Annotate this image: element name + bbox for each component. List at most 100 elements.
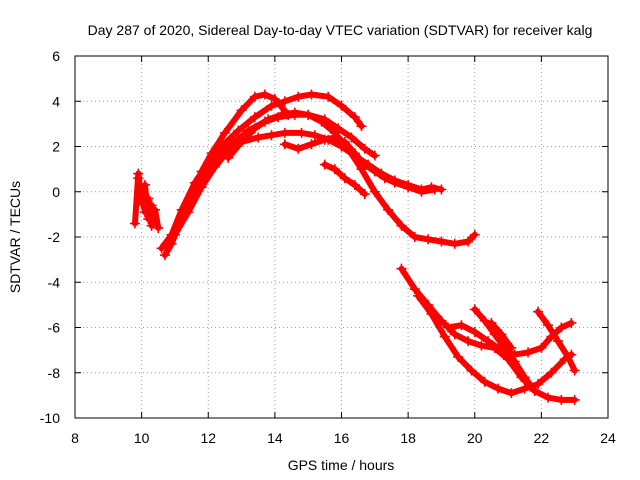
data-point-marker [469, 304, 480, 315]
data-point-marker [519, 372, 530, 383]
data-point-marker [259, 89, 270, 100]
data-point-marker [349, 112, 360, 123]
data-point-marker [416, 186, 427, 197]
data-point-marker [479, 315, 490, 326]
ticks [74, 55, 609, 419]
y-tick-label: -2 [48, 229, 61, 245]
data-point-marker [356, 121, 367, 132]
data-point-marker [339, 173, 350, 184]
series-layer [129, 89, 580, 405]
data-point-marker [396, 220, 407, 231]
data-point-marker [319, 134, 330, 145]
data-point-marker [413, 290, 424, 301]
data-point-marker [263, 114, 274, 125]
data-point-marker [563, 351, 574, 362]
data-point-marker [389, 177, 400, 188]
data-point-marker [486, 317, 497, 328]
data-point-marker [443, 322, 454, 333]
series-track-8 [279, 132, 440, 197]
data-point-marker [266, 130, 277, 141]
data-point-marker [309, 130, 320, 141]
data-point-marker [183, 207, 194, 218]
data-point-marker [469, 229, 480, 240]
data-point-marker [163, 236, 174, 247]
x-tick-label: 22 [534, 430, 550, 446]
data-point-marker [293, 143, 304, 154]
data-point-marker [506, 388, 517, 399]
series-track-13 [469, 304, 540, 396]
data-point-marker [546, 367, 557, 378]
data-point-marker [329, 132, 340, 143]
data-point-marker [359, 189, 370, 200]
data-point-marker [133, 173, 144, 184]
data-point-marker [536, 342, 547, 353]
data-point-marker [129, 218, 140, 229]
data-point-marker [169, 229, 180, 240]
data-point-marker [323, 91, 334, 102]
y-tick-label: 4 [52, 93, 60, 109]
data-point-marker [569, 365, 580, 376]
data-point-marker [249, 91, 260, 102]
data-point-marker [143, 193, 154, 204]
data-point-marker [379, 173, 390, 184]
data-point-marker [306, 139, 317, 150]
data-point-marker [149, 204, 160, 215]
x-tick-label: 16 [334, 430, 350, 446]
data-point-marker [319, 159, 330, 170]
data-point-marker [506, 342, 517, 353]
data-point-marker [316, 116, 327, 127]
data-point-marker [436, 236, 447, 247]
data-point-marker [369, 166, 380, 177]
data-point-marker [276, 109, 287, 120]
data-point-marker [139, 207, 150, 218]
data-point-marker [279, 96, 290, 107]
data-point-marker [329, 164, 340, 175]
y-axis-label: SDTVAR / TECUs [7, 181, 23, 293]
data-point-marker [349, 148, 360, 159]
data-point-marker [543, 320, 554, 331]
data-point-marker [383, 204, 394, 215]
x-tick-labels: 8 10 12 14 16 18 20 22 24 [71, 430, 616, 446]
y-tick-labels: -10 -8 -6 -4 -2 0 2 4 6 [40, 48, 60, 426]
data-point-marker [509, 356, 520, 367]
x-tick-label: 20 [467, 430, 483, 446]
series-track-11 [413, 290, 577, 399]
data-point-marker [233, 125, 244, 136]
data-point-marker [219, 127, 230, 138]
data-point-marker [369, 186, 380, 197]
data-point-marker [196, 182, 207, 193]
data-point-marker [306, 89, 317, 100]
y-tick-label: -6 [48, 320, 61, 336]
data-point-marker [569, 394, 580, 405]
series-track-7 [223, 107, 480, 249]
data-point-marker [476, 340, 487, 351]
data-point-marker [249, 123, 260, 134]
data-point-marker [253, 132, 264, 143]
data-point-marker [289, 107, 300, 118]
data-point-marker [159, 250, 170, 261]
data-point-marker [483, 336, 494, 347]
series-track-15 [533, 306, 580, 376]
data-point-marker [266, 100, 277, 111]
data-point-marker [236, 105, 247, 116]
y-tick-label: -4 [48, 274, 61, 290]
data-point-marker [463, 336, 474, 347]
data-point-marker [429, 184, 440, 195]
data-point-marker [279, 139, 290, 150]
data-point-marker [136, 191, 147, 202]
data-point-marker [466, 365, 477, 376]
data-point-marker [496, 329, 507, 340]
data-point-marker [409, 232, 420, 242]
data-point-marker [369, 150, 380, 161]
y-tick-label: -10 [40, 410, 60, 426]
data-point-marker [209, 161, 220, 172]
x-tick-label: 18 [400, 430, 416, 446]
data-point-marker [359, 143, 370, 154]
data-point-marker [543, 392, 554, 403]
x-axis-label: GPS time / hours [288, 457, 395, 473]
data-point-marker [236, 136, 247, 147]
x-tick-label: 10 [134, 430, 150, 446]
data-point-marker [303, 109, 314, 120]
data-point-marker [426, 308, 437, 319]
data-point-marker [453, 351, 464, 362]
